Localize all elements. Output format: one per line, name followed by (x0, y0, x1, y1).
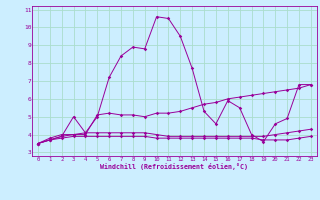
X-axis label: Windchill (Refroidissement éolien,°C): Windchill (Refroidissement éolien,°C) (100, 163, 248, 170)
